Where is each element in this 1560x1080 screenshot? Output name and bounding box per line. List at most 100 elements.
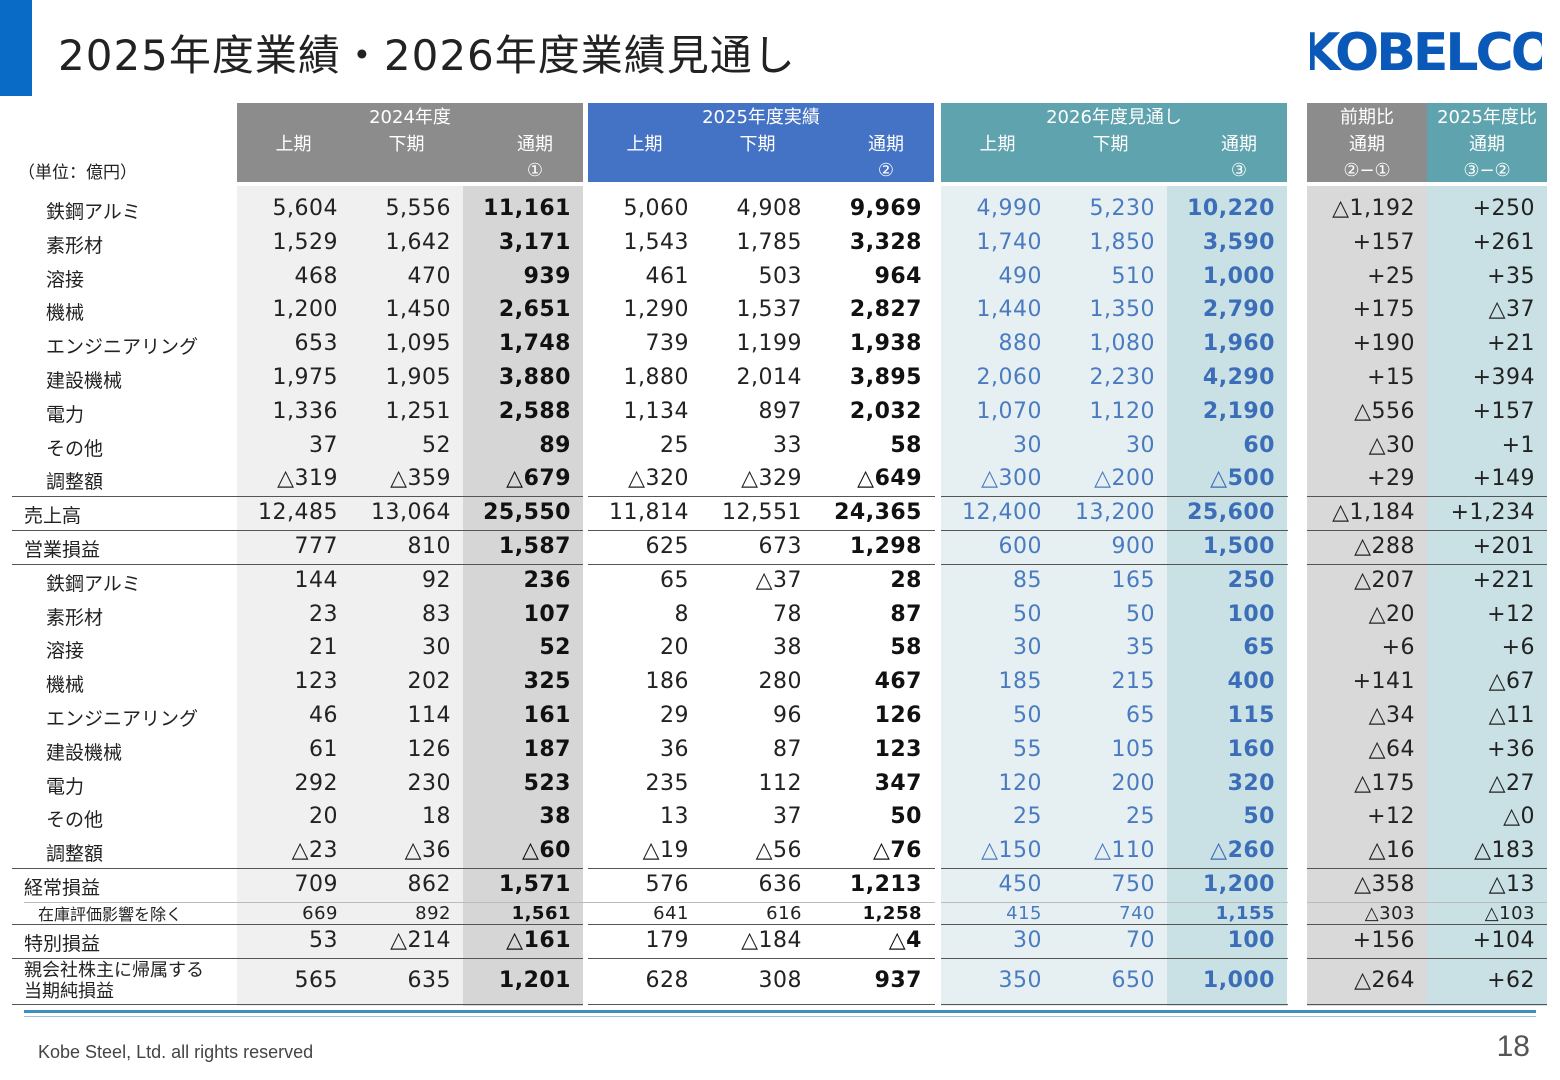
table-cell: 2,827 [849,297,922,323]
table-cell: 96 [773,702,802,728]
table-cell: 1,200 [1202,871,1275,897]
table-cell: 320 [1227,770,1275,796]
table-cell: 510 [1111,263,1155,289]
table-cell: △319 [277,466,338,492]
row-label: 機械 [46,674,85,697]
table-cell: 25 [1013,804,1042,830]
table-cell: 37 [773,804,802,830]
table-cell: 625 [645,533,689,559]
row-label: その他 [46,809,104,832]
row-label: 特別損益 [24,932,101,955]
column-header: 通期 [1221,134,1257,155]
column-header-sub: ③−② [1463,160,1511,181]
header-vs-2025: 2025年度比 [1437,107,1537,128]
table-cell: 740 [1119,902,1155,924]
row-rule [1307,868,1547,869]
table-cell: 1,975 [272,364,338,390]
table-cell: 52 [422,432,451,458]
header-2024: 2024年度 [369,107,451,128]
table-cell: 12,551 [722,500,802,526]
table-cell: 10,220 [1187,195,1275,221]
table-cell: 13,064 [371,500,451,526]
row-rule [941,957,1288,959]
table-cell: 709 [294,871,338,897]
table-cell: 65 [660,567,689,593]
column-header: 通期 [1349,134,1385,155]
table-cell: 30 [1013,927,1042,953]
table-cell: +1,234 [1450,500,1535,526]
column-header: 下期 [739,134,776,155]
table-cell: 565 [294,967,338,993]
table-cell: +12 [1487,601,1535,627]
table-cell: +6 [1381,635,1415,661]
table-cell: 628 [645,967,689,993]
table-cell: 33 [773,432,802,458]
row-rule [1307,563,1547,565]
row-label: 経常損益 [24,876,101,899]
table-cell: 880 [998,331,1042,357]
table-cell: +141 [1352,669,1415,695]
table-cell: 50 [1126,601,1155,627]
header-vs-2025-bg [1427,103,1547,182]
footer-rule [24,1010,1536,1013]
table-cell: 1,785 [736,229,802,255]
table-cell: +149 [1472,466,1535,492]
table-cell: 38 [539,804,571,830]
table-cell: 636 [758,871,802,897]
row-rule [941,923,1288,925]
table-cell: 50 [890,804,922,830]
table-cell: 1,350 [1089,297,1155,323]
table-cell: 30 [1013,635,1042,661]
row-rule [1307,957,1547,959]
table-cell: 5,604 [272,195,338,221]
table-cell: △27 [1488,770,1535,796]
table-cell: 1,938 [849,331,922,357]
table-cell: 1,199 [736,331,802,357]
row-label: 建設機械 [46,369,123,392]
table-cell: 83 [422,601,451,627]
table-cell: +261 [1472,229,1535,255]
row-rule [941,563,1288,565]
table-cell: △56 [755,838,802,864]
row-label: エンジニアリング [46,336,199,359]
table-cell: △34 [1368,702,1415,728]
table-cell: △264 [1354,967,1415,993]
table-cell: 1,748 [498,331,571,357]
table-cell: 1,290 [623,297,689,323]
table-cell: +12 [1367,804,1415,830]
table-cell: 38 [773,635,802,661]
table-cell: 937 [874,967,922,993]
table-cell: 892 [415,902,451,924]
row-rule [1307,496,1547,498]
table-cell: 1,571 [498,871,571,897]
table-cell: △103 [1484,902,1535,924]
table-cell: +21 [1487,331,1535,357]
table-cell: 13 [660,804,689,830]
table-cell: 100 [1227,927,1275,953]
table-cell: 8 [674,601,689,627]
table-cell: 1,561 [511,902,571,924]
column-header: 通期 [868,134,904,155]
table-cell: △358 [1354,871,1415,897]
kobelco-logo: KOBELCO [1310,23,1542,83]
table-cell: 28 [890,567,922,593]
table-cell: 635 [407,967,451,993]
row-label: 素形材 [46,606,104,629]
table-cell: 230 [407,770,451,796]
table-cell: △184 [741,927,802,953]
table-cell: 52 [539,635,571,661]
table-cell: +201 [1472,533,1535,559]
table-cell: △214 [390,927,451,953]
table-cell: △4 [888,927,922,953]
table-cell: 100 [1227,601,1275,627]
column-header: 上期 [979,134,1016,155]
table-cell: 11,814 [609,500,689,526]
table-cell: 58 [890,432,922,458]
page-title: 2025年度業績・2026年度業績見通し [58,31,796,80]
table-cell: 897 [758,398,802,424]
table-cell: +6 [1501,635,1535,661]
table-cell: 470 [407,263,451,289]
table-cell: 4,290 [1202,364,1275,390]
table-cell: 777 [294,533,338,559]
column-header-sub: ②−① [1343,160,1391,181]
